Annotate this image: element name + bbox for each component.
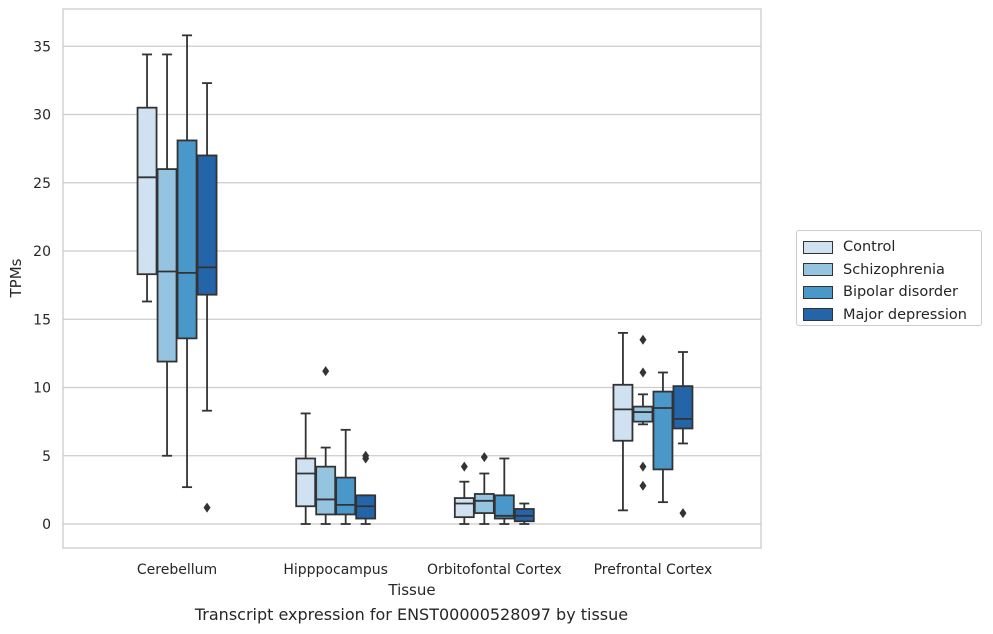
box-body <box>176 139 198 340</box>
box-0-0 <box>136 53 158 303</box>
box-0-3 <box>196 82 218 513</box>
x-tick-label: Prefrontal Cortex <box>594 562 713 578</box>
legend-item: Schizophrenia <box>803 259 981 282</box>
box-body <box>156 168 178 363</box>
box-1-1 <box>315 366 337 525</box>
box-3-3 <box>672 351 694 519</box>
outlier-point <box>639 461 647 472</box>
box-body <box>136 106 158 276</box>
outlier-point <box>322 366 330 377</box>
box-2-1 <box>473 452 495 525</box>
box-3-1 <box>632 334 654 491</box>
box-body <box>315 465 337 516</box>
legend-swatch <box>803 263 833 277</box>
box-0-2 <box>176 34 198 489</box>
outlier-point <box>639 367 647 378</box>
x-tick-labels: Cerebellum Hipppocampus Orbitofontal Corte… <box>137 562 712 578</box>
y-tick-label: 5 <box>42 449 51 465</box>
outlier-point <box>203 502 211 513</box>
box-2-3 <box>513 502 535 525</box>
box-body <box>632 405 654 423</box>
chart-caption: Transcript expression for ENST0000052809… <box>194 605 629 624</box>
box-body <box>335 476 357 516</box>
y-tick-label: 0 <box>42 517 51 533</box>
box-body <box>652 390 674 471</box>
outlier-point <box>639 480 647 491</box>
box-body <box>295 457 317 508</box>
box-body <box>196 154 218 296</box>
legend-label: Bipolar disorder <box>843 284 958 301</box>
box-0-1 <box>156 53 178 457</box>
outlier-point <box>679 508 687 519</box>
y-tick-label: 25 <box>33 176 51 192</box>
plot-frame <box>62 8 762 549</box>
legend-item: Control <box>803 236 981 259</box>
legend: Control Schizophrenia Bipolar disorder Majo… <box>796 230 982 326</box>
outlier-point <box>480 452 488 463</box>
box-body <box>473 493 495 514</box>
box-3-2 <box>652 371 674 504</box>
y-axis-label: TPMs <box>7 258 25 298</box>
box-body <box>672 385 694 430</box>
box-body <box>493 494 515 520</box>
y-tick-label: 35 <box>33 39 51 55</box>
legend-swatch <box>803 308 833 322</box>
legend-swatch <box>803 240 833 254</box>
y-tick-labels: 0 5 10 15 20 25 30 35 <box>33 39 51 533</box>
legend-swatch <box>803 285 833 299</box>
outlier-point <box>460 461 468 472</box>
box-1-2 <box>335 428 357 525</box>
box-body <box>612 383 634 442</box>
y-tick-label: 30 <box>33 108 51 124</box>
legend-item: Major depression <box>803 304 981 327</box>
box-2-0 <box>453 461 475 525</box>
legend-label: Schizophrenia <box>843 261 945 278</box>
legend-label: Control <box>843 239 896 256</box>
x-tick-label: Orbitofontal Cortex <box>427 562 562 578</box>
legend-label: Major depression <box>843 306 967 323</box>
box-1-3 <box>355 450 377 525</box>
outlier-point <box>639 334 647 345</box>
x-tick-label: Cerebellum <box>137 562 217 578</box>
x-axis-label: Tissue <box>387 581 435 599</box>
box-layer <box>136 34 694 525</box>
legend-item: Bipolar disorder <box>803 281 981 304</box>
box-body <box>453 497 475 519</box>
outlier-point <box>362 453 370 464</box>
box-2-2 <box>493 457 515 525</box>
y-tick-label: 15 <box>33 312 51 328</box>
y-tick-label: 20 <box>33 244 51 260</box>
box-1-0 <box>295 412 317 525</box>
x-tick-label: Hipppocampus <box>283 562 388 578</box>
y-tick-label: 10 <box>33 381 51 397</box>
box-3-0 <box>612 331 634 512</box>
